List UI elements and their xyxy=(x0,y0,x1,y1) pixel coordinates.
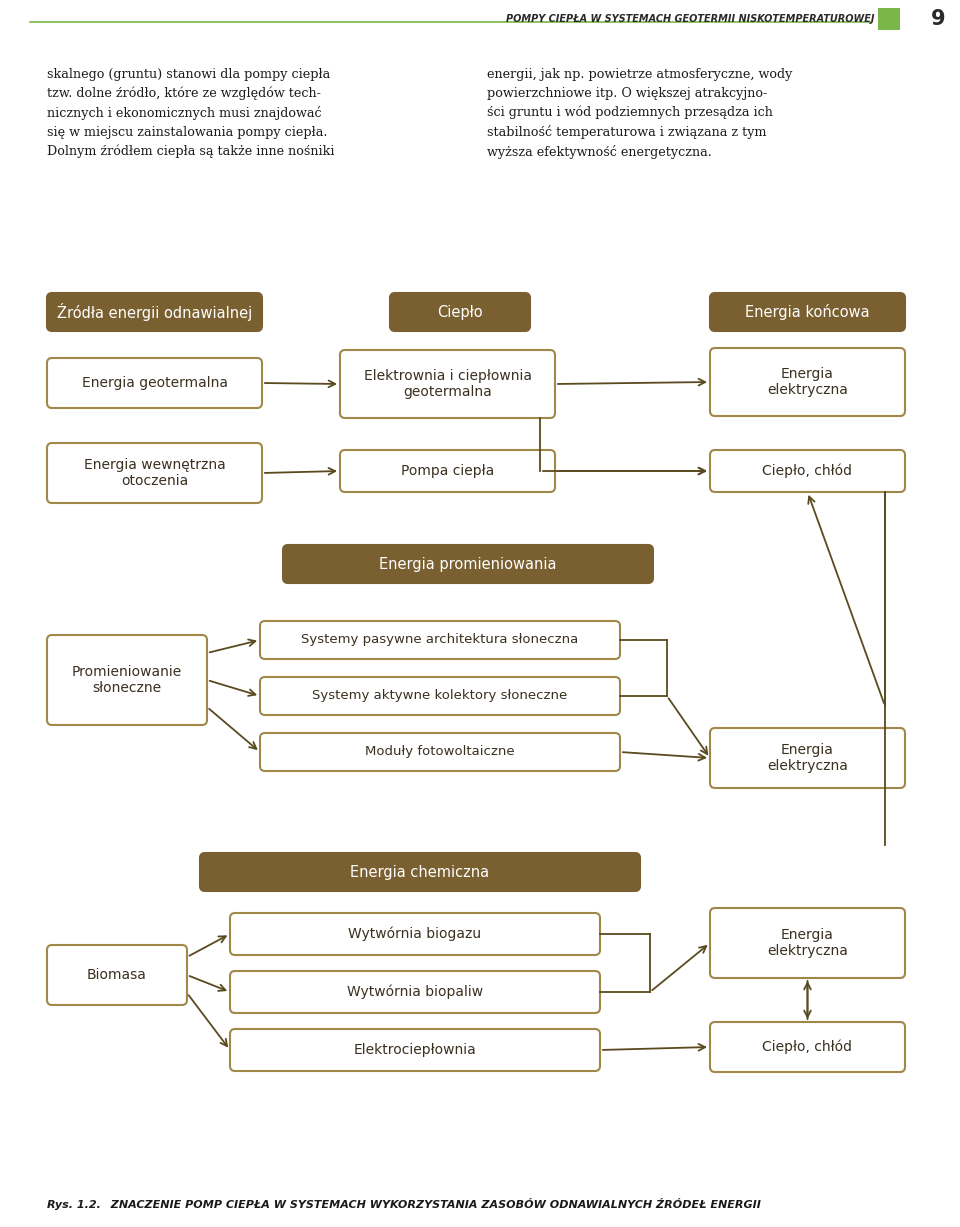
FancyBboxPatch shape xyxy=(710,728,905,788)
FancyBboxPatch shape xyxy=(710,450,905,492)
FancyBboxPatch shape xyxy=(260,733,620,771)
Text: Energia chemiczna: Energia chemiczna xyxy=(350,865,490,880)
Text: energii, jak np. powietrze atmosferyczne, wody
powierzchniowe itp. O większej at: energii, jak np. powietrze atmosferyczne… xyxy=(487,67,792,158)
FancyBboxPatch shape xyxy=(230,1029,600,1071)
Text: Wytwórnia biopaliw: Wytwórnia biopaliw xyxy=(347,985,483,999)
Text: Wytwórnia biogazu: Wytwórnia biogazu xyxy=(348,926,482,941)
Text: skalnego (gruntu) stanowi dla pompy ciepła
tzw. dolne źródło, które ze względów : skalnego (gruntu) stanowi dla pompy ciep… xyxy=(47,67,334,158)
Text: Energia
elektryczna: Energia elektryczna xyxy=(767,742,848,773)
FancyBboxPatch shape xyxy=(710,1022,905,1072)
FancyBboxPatch shape xyxy=(47,293,262,331)
FancyBboxPatch shape xyxy=(283,545,653,583)
FancyBboxPatch shape xyxy=(47,358,262,409)
Text: Ciepło, chłód: Ciepło, chłód xyxy=(762,1039,852,1054)
FancyBboxPatch shape xyxy=(230,971,600,1014)
Text: Energia wewnętrzna
otoczenia: Energia wewnętrzna otoczenia xyxy=(84,458,226,488)
FancyBboxPatch shape xyxy=(47,945,187,1005)
Text: Energia
elektryczna: Energia elektryczna xyxy=(767,367,848,398)
Text: Elektrociepłownia: Elektrociepłownia xyxy=(353,1043,476,1056)
FancyBboxPatch shape xyxy=(47,443,262,503)
FancyBboxPatch shape xyxy=(230,913,600,955)
Text: Biomasa: Biomasa xyxy=(87,968,147,982)
Text: Energia końcowa: Energia końcowa xyxy=(745,304,870,320)
Text: Energia promieniowania: Energia promieniowania xyxy=(379,557,557,572)
Text: Ciepło, chłód: Ciepło, chłód xyxy=(762,464,852,479)
FancyBboxPatch shape xyxy=(710,293,905,331)
FancyBboxPatch shape xyxy=(47,636,207,725)
FancyBboxPatch shape xyxy=(710,348,905,416)
Text: Elektrownia i ciepłownia
geotermalna: Elektrownia i ciepłownia geotermalna xyxy=(364,369,532,399)
Text: Źródła energii odnawialnej: Źródła energii odnawialnej xyxy=(57,303,252,321)
Bar xyxy=(878,9,900,29)
FancyBboxPatch shape xyxy=(340,450,555,492)
FancyBboxPatch shape xyxy=(260,621,620,659)
Text: Rys. 1.2.: Rys. 1.2. xyxy=(47,1200,101,1210)
Text: POMPY CIEPŁA W SYSTEMACH GEOTERMII NISKOTEMPERATUROWEJ: POMPY CIEPŁA W SYSTEMACH GEOTERMII NISKO… xyxy=(506,13,874,25)
Text: Energia
elektryczna: Energia elektryczna xyxy=(767,928,848,958)
Text: Promieniowanie
słoneczne: Promieniowanie słoneczne xyxy=(72,665,182,696)
Text: Moduły fotowoltaiczne: Moduły fotowoltaiczne xyxy=(365,746,515,758)
Text: 9: 9 xyxy=(930,9,946,29)
FancyBboxPatch shape xyxy=(260,677,620,715)
FancyBboxPatch shape xyxy=(390,293,530,331)
FancyBboxPatch shape xyxy=(710,908,905,978)
FancyBboxPatch shape xyxy=(340,350,555,418)
Text: Ciepło: Ciepło xyxy=(437,304,483,319)
Text: ZNACZENIE POMP CIEPŁA W SYSTEMACH WYKORZYSTANIA ZASOBÓW ODNAWIALNYCH ŹRÓDEŁ ENER: ZNACZENIE POMP CIEPŁA W SYSTEMACH WYKORZ… xyxy=(103,1200,761,1210)
Text: Pompa ciepła: Pompa ciepła xyxy=(401,464,494,479)
Text: Systemy aktywne kolektory słoneczne: Systemy aktywne kolektory słoneczne xyxy=(312,690,567,703)
Text: Energia geotermalna: Energia geotermalna xyxy=(82,375,228,390)
FancyBboxPatch shape xyxy=(200,853,640,891)
Text: Systemy pasywne architektura słoneczna: Systemy pasywne architektura słoneczna xyxy=(301,633,579,647)
